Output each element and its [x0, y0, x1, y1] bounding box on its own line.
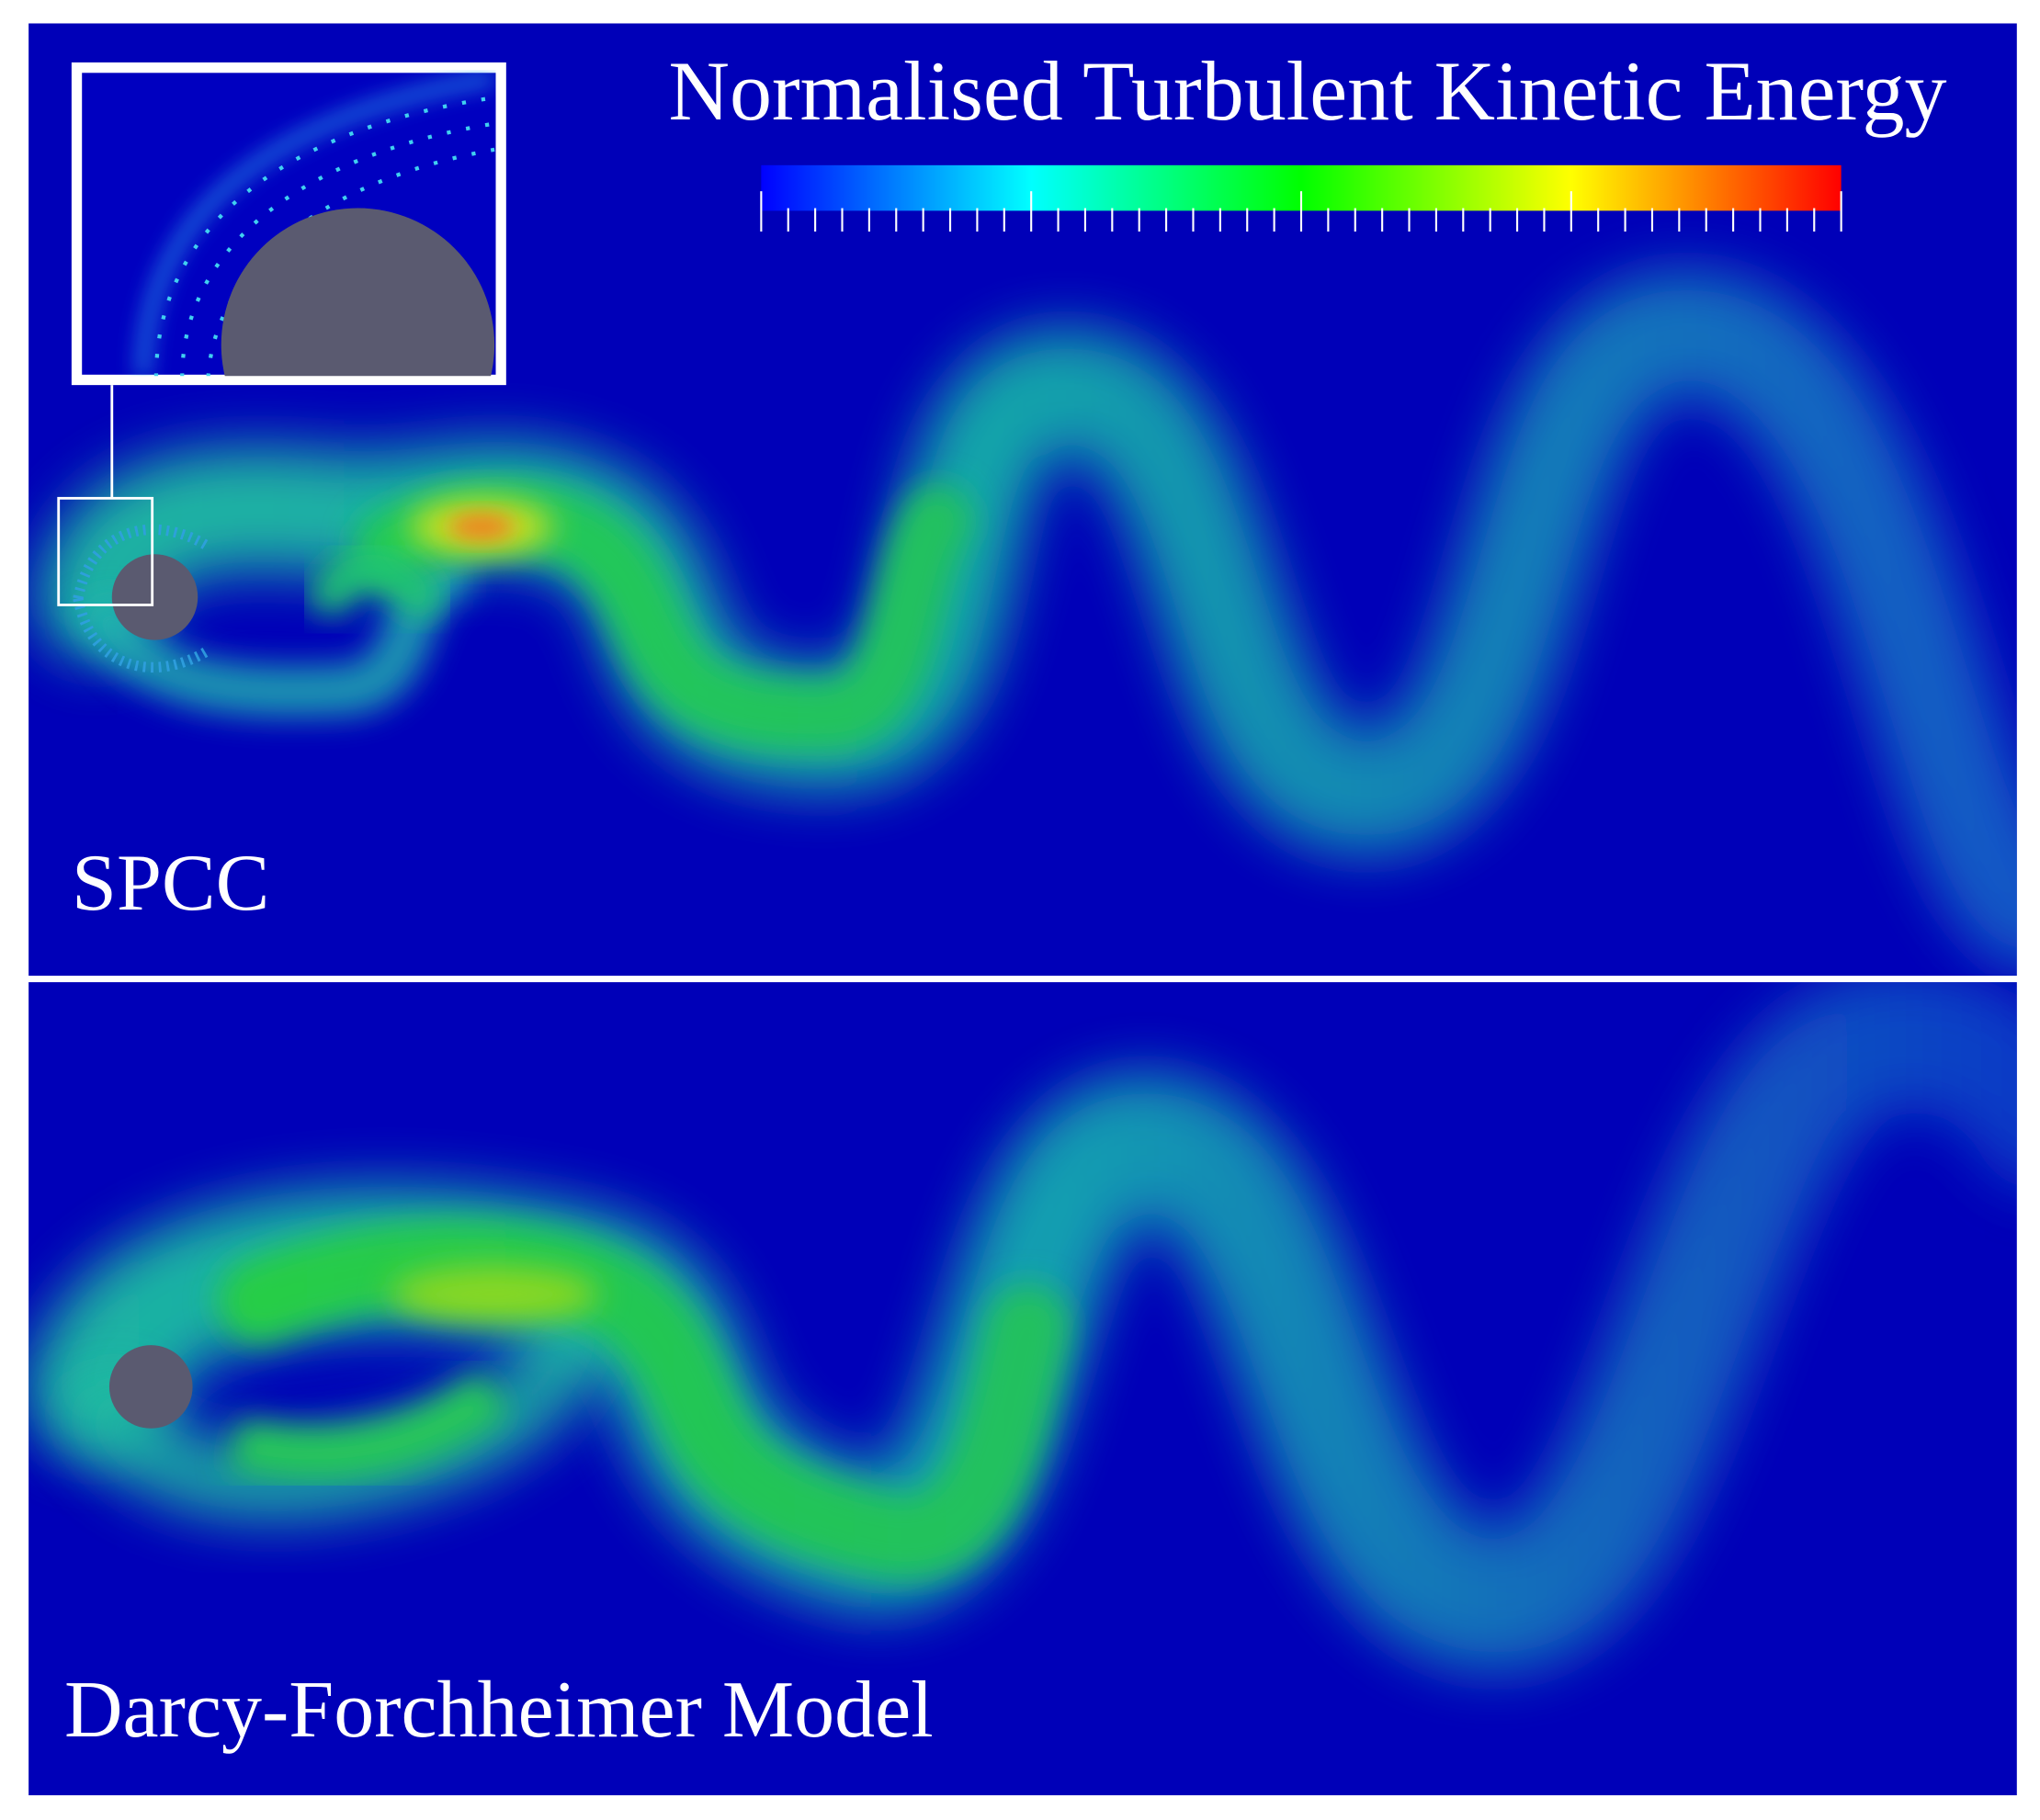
wake-bottom — [28, 982, 2017, 1673]
cylinder — [111, 554, 198, 640]
title: Normalised Turbulent Kinetic Energy — [669, 44, 1947, 138]
inset-content — [136, 71, 496, 377]
panel-label: Darcy-Forchheimer Model — [64, 1666, 934, 1755]
zoom-box — [57, 496, 154, 606]
scene — [28, 23, 2017, 1796]
colorbar-ticks — [760, 191, 1842, 232]
panel-label: SPCC — [72, 839, 269, 928]
wake-top — [35, 269, 2017, 971]
divider — [28, 976, 2017, 983]
cylinder — [108, 1345, 193, 1429]
